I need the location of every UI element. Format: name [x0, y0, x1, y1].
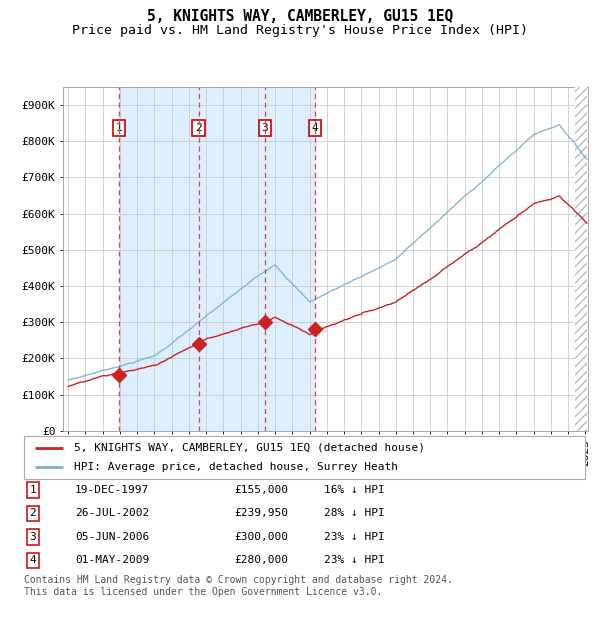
Bar	[575, 87, 587, 431]
Text: 05-JUN-2006: 05-JUN-2006	[75, 532, 149, 542]
Text: £280,000: £280,000	[234, 556, 288, 565]
Text: 16% ↓ HPI: 16% ↓ HPI	[324, 485, 385, 495]
Text: 26-JUL-2002: 26-JUL-2002	[75, 508, 149, 518]
Text: Price paid vs. HM Land Registry's House Price Index (HPI): Price paid vs. HM Land Registry's House …	[72, 24, 528, 37]
Text: £155,000: £155,000	[234, 485, 288, 495]
Text: 19-DEC-1997: 19-DEC-1997	[75, 485, 149, 495]
Text: 23% ↓ HPI: 23% ↓ HPI	[324, 556, 385, 565]
Text: 3: 3	[29, 532, 37, 542]
FancyBboxPatch shape	[24, 436, 585, 479]
Bar	[575, 87, 587, 431]
Text: 2: 2	[195, 123, 202, 133]
Text: 5, KNIGHTS WAY, CAMBERLEY, GU15 1EQ (detached house): 5, KNIGHTS WAY, CAMBERLEY, GU15 1EQ (det…	[74, 443, 425, 453]
Text: 01-MAY-2009: 01-MAY-2009	[75, 556, 149, 565]
Text: 3: 3	[262, 123, 268, 133]
Bar	[119, 87, 315, 431]
Text: 4: 4	[312, 123, 319, 133]
Text: 1: 1	[116, 123, 122, 133]
Text: Contains HM Land Registry data © Crown copyright and database right 2024.
This d: Contains HM Land Registry data © Crown c…	[24, 575, 453, 597]
Text: £239,950: £239,950	[234, 508, 288, 518]
Text: 4: 4	[29, 556, 37, 565]
Text: 1: 1	[29, 485, 37, 495]
Text: 5, KNIGHTS WAY, CAMBERLEY, GU15 1EQ: 5, KNIGHTS WAY, CAMBERLEY, GU15 1EQ	[147, 9, 453, 24]
Text: 2: 2	[29, 508, 37, 518]
Text: £300,000: £300,000	[234, 532, 288, 542]
Text: HPI: Average price, detached house, Surrey Heath: HPI: Average price, detached house, Surr…	[74, 463, 398, 472]
Text: 28% ↓ HPI: 28% ↓ HPI	[324, 508, 385, 518]
Text: 23% ↓ HPI: 23% ↓ HPI	[324, 532, 385, 542]
